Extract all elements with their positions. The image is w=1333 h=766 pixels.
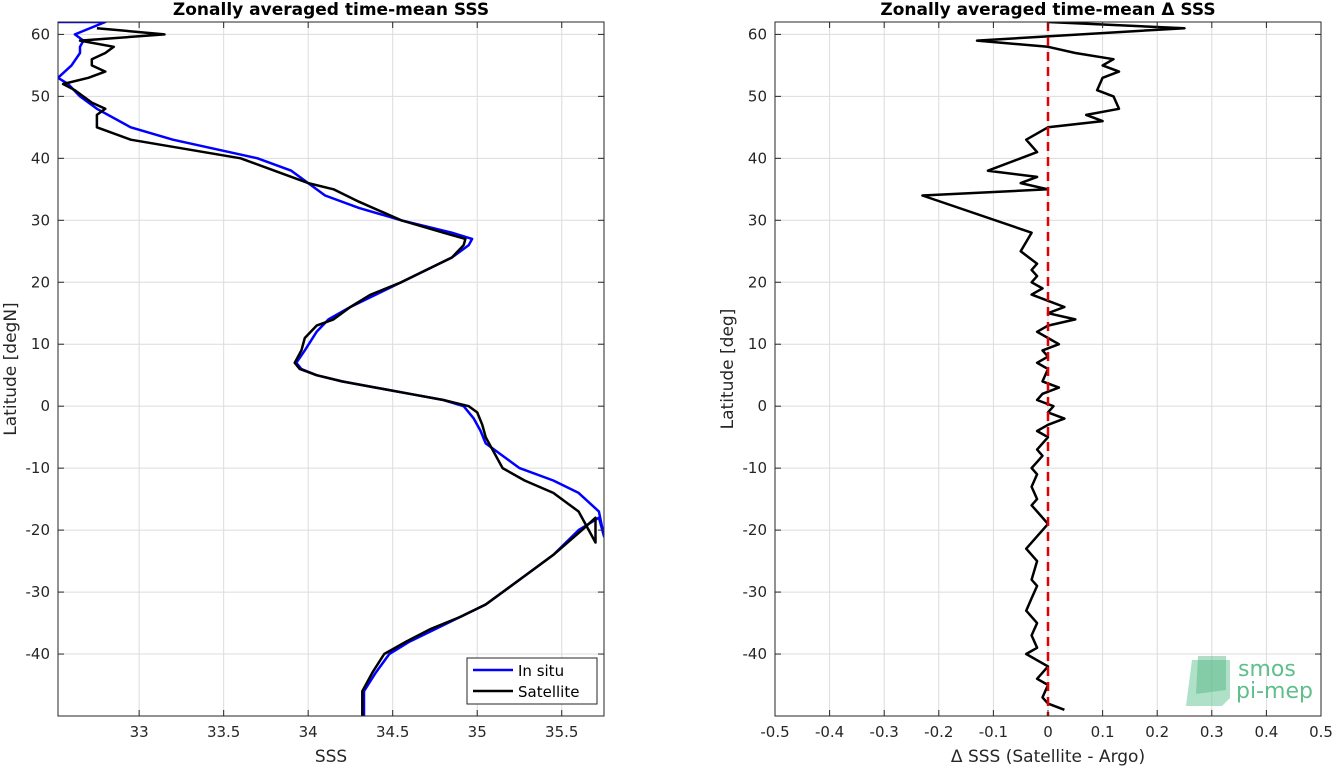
legend-label-satellite: Satellite [518, 683, 579, 701]
right-x-axis-label: Δ SSS (Satellite - Argo) [951, 747, 1145, 766]
right-series-group [921, 22, 1186, 716]
logo-text-smos: smos [1238, 657, 1296, 682]
right-grid [775, 22, 1321, 716]
right-y-tick-label: 40 [748, 149, 767, 167]
right-ticks: -0.5 -0.4 -0.3 -0.2 -0.1 0 0.1 0.2 0.3 0.4 0.5 -40 -… [743, 22, 1333, 741]
right-y-tick-label: -10 [743, 459, 768, 477]
left-y-tick-label: 30 [31, 211, 50, 229]
right-x-tick-label: 0.5 [1309, 723, 1333, 741]
left-y-tick-label: -40 [26, 645, 51, 663]
right-x-tick-label: 0 [1043, 723, 1053, 741]
left-y-tick-label: -20 [26, 521, 51, 539]
left-chart-title: Zonally averaged time-mean SSS [173, 0, 489, 20]
right-x-tick-label: -0.4 [815, 723, 844, 741]
right-chart-title: Zonally averaged time-mean Δ SSS [880, 0, 1215, 20]
right-series-line-series-0 [921, 22, 1186, 711]
right-y-tick-label: 10 [748, 335, 767, 353]
right-x-tick-label: -0.3 [870, 723, 899, 741]
left-axes-box [57, 21, 605, 717]
right-x-tick-label: 0.1 [1091, 723, 1115, 741]
left-y-axis-label: Latitude [degN] [1, 302, 21, 435]
left-y-tick-label: 60 [31, 25, 50, 43]
right-x-tick-label: -0.1 [979, 723, 1008, 741]
left-y-tick-label: -30 [26, 583, 51, 601]
legend: In situ Satellite [466, 657, 598, 705]
right-plot-area [921, 22, 1186, 716]
right-panel: smos pi-mep -0.5 -0.4 -0.3 -0.2 -0.1 0 0.1 0.2 0… [718, 0, 1333, 766]
left-x-tick-label: 35 [468, 723, 487, 741]
left-y-tick-label: 10 [31, 335, 50, 353]
right-y-tick-label: 20 [748, 273, 767, 291]
logo-graphic [1186, 660, 1230, 706]
right-y-axis-label: Latitude [deg] [718, 309, 738, 430]
smos-pi-mep-logo: smos pi-mep [1186, 656, 1313, 706]
right-x-tick-label: -0.2 [924, 723, 953, 741]
right-y-tick-label: -30 [743, 583, 768, 601]
right-y-tick-label: -20 [743, 521, 768, 539]
left-y-tick-label: 20 [31, 273, 50, 291]
left-grid [58, 22, 604, 716]
right-y-tick-label: 0 [757, 397, 767, 415]
left-axes-background [58, 22, 604, 716]
left-series-line-satellite [61, 26, 597, 716]
right-y-tick-label: 50 [748, 87, 767, 105]
right-x-tick-label: 0.4 [1254, 723, 1278, 741]
left-y-tick-label: 0 [40, 397, 50, 415]
left-x-tick-label: 34.5 [376, 723, 409, 741]
left-y-tick-label: -10 [26, 459, 51, 477]
left-series-line-in-situ [58, 22, 604, 716]
left-x-tick-label: 34 [299, 723, 318, 741]
left-x-tick-label: 33.5 [207, 723, 240, 741]
right-x-tick-label: 0.2 [1145, 723, 1169, 741]
right-y-tick-label: -40 [743, 645, 768, 663]
left-x-tick-label: 33 [130, 723, 149, 741]
logo-graphic-back [1196, 656, 1226, 694]
left-y-tick-label: 50 [31, 87, 50, 105]
right-x-tick-label: -0.5 [760, 723, 789, 741]
legend-box [466, 657, 598, 705]
right-x-tick-label: 0.3 [1200, 723, 1224, 741]
legend-label-in-situ: In situ [518, 662, 564, 680]
left-x-axis-label: SSS [315, 747, 347, 766]
left-plot-area [58, 22, 604, 716]
left-series-group [58, 22, 604, 716]
left-x-tick-label: 35.5 [545, 723, 578, 741]
left-y-tick-label: 40 [31, 149, 50, 167]
logo-text-pi-mep: pi-mep [1236, 679, 1313, 704]
right-y-tick-label: 30 [748, 211, 767, 229]
right-y-tick-label: 60 [748, 25, 767, 43]
left-ticks: 33 33.5 34 34.5 35 35.5 -40 -30 -20 -10 0 10 20 30 40 5… [26, 22, 604, 741]
left-panel: 33 33.5 34 34.5 35 35.5 -40 -30 -20 -10 0 10 20 30 40 5… [1, 0, 605, 766]
